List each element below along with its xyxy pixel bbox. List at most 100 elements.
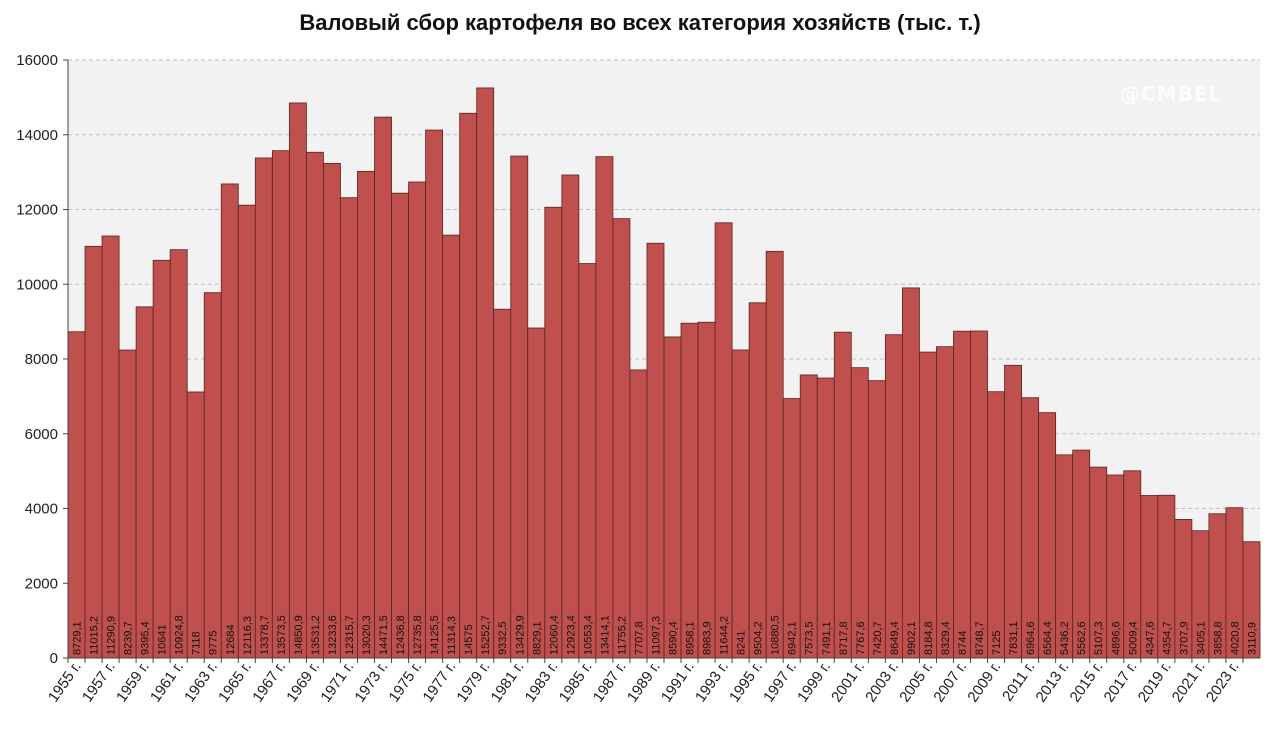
x-tick-label: 1985 г. (556, 659, 596, 706)
value-label: 11015,2 (89, 616, 101, 655)
x-tick-label: 1995 г. (726, 659, 766, 706)
bar (340, 197, 358, 659)
bar (1038, 412, 1057, 659)
x-tick-label: 1969 г. (283, 659, 323, 706)
bar (799, 374, 818, 659)
bar (680, 322, 699, 659)
x-tick-label: 2009 г. (964, 659, 1004, 706)
value-label: 8748,7 (974, 621, 986, 655)
bar (902, 287, 920, 659)
y-tick-label: 8000 (25, 351, 58, 368)
x-tick-label: 1999 г. (794, 659, 834, 706)
value-label: 7118 (191, 631, 203, 655)
value-label: 4020,8 (1229, 621, 1241, 655)
bar (374, 116, 392, 659)
value-label: 3707,9 (1178, 621, 1190, 655)
value-label: 3110,9 (1246, 622, 1258, 655)
value-label: 12315,7 (344, 615, 356, 655)
bar (663, 336, 682, 659)
value-label: 6942,1 (787, 621, 799, 655)
value-label: 3405,1 (1195, 621, 1207, 655)
value-label: 11097,3 (650, 616, 662, 655)
x-tick-label: 2011 г. (999, 659, 1038, 705)
x-tick-label: 1965 г. (215, 659, 255, 706)
bar (118, 349, 137, 659)
bar (782, 398, 801, 659)
value-label: 4354,7 (1161, 621, 1173, 655)
value-label: 13429,9 (514, 615, 526, 655)
bar (459, 112, 478, 659)
bar (936, 346, 954, 659)
bar (970, 330, 988, 659)
x-tick-label: 1975 г. (385, 659, 425, 706)
bar (850, 367, 869, 659)
value-label: 8829,1 (531, 621, 543, 655)
x-tick-label: 2015 г. (1067, 659, 1107, 706)
bar (731, 349, 750, 659)
x-tick-label: 1963 г. (181, 659, 221, 706)
bar (237, 204, 256, 659)
value-label: 8184,8 (923, 621, 935, 655)
x-tick-label: 1987 г. (590, 659, 630, 706)
value-label: 12735,8 (412, 615, 424, 655)
bar (476, 87, 495, 659)
bar (442, 234, 461, 659)
bar (288, 102, 307, 659)
x-tick-label: 2017 г. (1101, 659, 1141, 706)
bar (152, 259, 171, 659)
value-label: 14471,5 (378, 615, 390, 655)
value-label: 7767,6 (855, 621, 867, 655)
x-tick-label: 2003 г. (862, 659, 902, 706)
value-label: 10924,8 (174, 615, 186, 655)
value-label: 5562,6 (1076, 621, 1088, 655)
value-label: 5009,4 (1127, 621, 1139, 655)
x-tick-label: 1973 г. (351, 659, 391, 706)
value-label: 8239,7 (123, 621, 135, 655)
value-label: 9902,1 (906, 621, 918, 655)
value-label: 8590,4 (668, 621, 680, 655)
bar (254, 157, 273, 659)
value-label: 13573,5 (276, 615, 288, 655)
bar (919, 351, 937, 659)
value-label: 13020,3 (361, 615, 373, 655)
value-label: 14575 (463, 624, 475, 655)
value-label: 4347,6 (1144, 621, 1156, 655)
value-label: 14850,9 (293, 615, 305, 655)
x-tick-label: 2013 г. (1033, 659, 1073, 706)
bar (884, 334, 903, 659)
value-label: 6564,4 (1042, 621, 1054, 655)
x-tick-label: 1981 г. (488, 659, 528, 706)
bar (527, 327, 546, 659)
value-label: 7125 (991, 631, 1003, 655)
bar (595, 156, 614, 659)
y-tick-label: 12000 (16, 202, 58, 219)
value-label: 3858,8 (1212, 621, 1224, 655)
value-label: 15252,7 (480, 615, 492, 655)
value-label: 13378,7 (259, 615, 271, 655)
y-tick-label: 0 (50, 650, 58, 667)
bar (271, 150, 290, 659)
x-tick-label: 1989 г. (624, 659, 664, 706)
value-label: 13414,1 (599, 615, 611, 655)
value-label: 13233,6 (327, 615, 339, 655)
value-label: 8958,1 (685, 621, 697, 655)
value-label: 4896,6 (1110, 621, 1122, 655)
value-label: 8729,1 (72, 621, 84, 655)
value-label: 11755,2 (616, 616, 628, 655)
value-label: 7707,8 (633, 621, 645, 655)
bar (765, 250, 784, 659)
value-label: 7573,5 (804, 621, 816, 655)
x-tick-label: 1993 г. (692, 659, 732, 706)
x-tick-label: 2021 г. (1169, 659, 1209, 706)
value-label: 13531,2 (310, 615, 322, 655)
y-tick-label: 6000 (25, 426, 58, 443)
bar (67, 331, 86, 659)
value-label: 11290,9 (106, 616, 118, 655)
bar (697, 321, 716, 659)
value-label: 11314,3 (446, 616, 458, 655)
bar (408, 181, 427, 659)
x-tick-label: 1983 г. (522, 659, 562, 706)
value-label: 12436,8 (395, 615, 407, 655)
value-label: 8983,9 (702, 621, 714, 655)
